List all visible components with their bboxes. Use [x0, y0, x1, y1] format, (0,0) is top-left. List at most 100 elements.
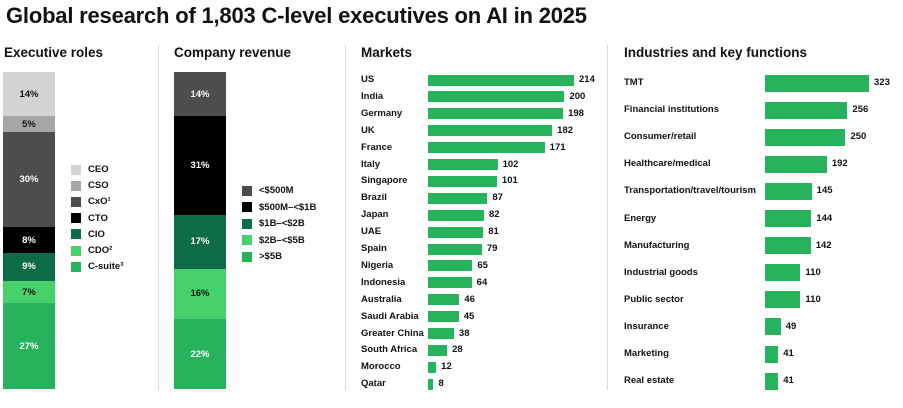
executive-roles-segment-cdo: 7%: [3, 281, 55, 304]
industries-category-label: Energy: [624, 212, 657, 224]
markets-bar-australia: [428, 294, 460, 306]
markets-value-label: 87: [492, 192, 503, 204]
markets-title: Markets: [361, 45, 413, 60]
markets-category-label: India: [361, 90, 384, 102]
industries-value-label: 41: [783, 348, 794, 359]
industries-category-label: TMT: [624, 77, 644, 88]
markets-category-label: Morocco: [361, 361, 401, 373]
executive-roles-segment-cto: 8%: [3, 227, 55, 253]
industries-category-label: Industrial goods: [624, 266, 698, 278]
markets-category-label: Australia: [361, 293, 402, 305]
company-revenue-segment-label: 31%: [190, 160, 210, 171]
executive-roles-segment-cso: 5%: [3, 116, 55, 133]
industries-bar-public-sector: [765, 291, 801, 309]
legend-label: <$500M: [259, 185, 294, 196]
executive-roles-legend-item-cxo: CxO¹: [71, 196, 111, 207]
legend-swatch: [242, 218, 252, 229]
markets-value-label: 171: [549, 141, 566, 153]
industries-value-label: 110: [805, 266, 821, 278]
markets-value-label: 45: [463, 310, 475, 322]
executive-roles-segment-label: 14%: [19, 88, 39, 100]
industries-category-label: Manufacturing: [624, 239, 690, 251]
industries-value-label: 256: [852, 104, 869, 116]
markets-category-label: Brazil: [361, 192, 387, 204]
markets-bar-indonesia: [428, 277, 472, 289]
executive-roles-legend-item-cso: CSO: [71, 180, 109, 191]
markets-value-label: 64: [476, 276, 488, 288]
legend-label: C-suite³: [88, 261, 124, 273]
industries-bar-manufacturing: [765, 237, 811, 255]
markets-value-label: 82: [488, 209, 500, 221]
company-revenue-segment-label: 16%: [190, 288, 210, 300]
legend-swatch: [71, 196, 81, 207]
markets-bar-brazil: [428, 192, 488, 204]
company-revenue-title: Company revenue: [174, 45, 292, 60]
markets-bar-greater-china: [428, 328, 454, 339]
industries-bar-healthcare-medical: [765, 155, 827, 173]
company-revenue-legend: <$500M $500M–<$1B $1B–<$2B $2B–<$5B >$5B: [242, 185, 342, 265]
legend-swatch: [71, 261, 81, 272]
company-revenue-segment-label: 22%: [190, 348, 210, 360]
company-revenue-segment-label: 14%: [190, 88, 210, 100]
executive-roles-legend-item-cdo: CDO²: [71, 245, 112, 256]
executive-roles-segment-label: 30%: [19, 174, 39, 186]
legend-swatch: [71, 245, 81, 256]
company-revenue-legend-item-2b-5b: $2B–<$5B: [242, 235, 305, 246]
legend-swatch: [71, 229, 81, 240]
industries-bar-financial-institutions: [765, 101, 848, 119]
markets-bar-france: [428, 142, 545, 154]
markets-category-label: Qatar: [361, 378, 386, 390]
divider: [345, 45, 346, 390]
markets-value-label: 46: [464, 293, 475, 305]
industries-bar-energy: [765, 210, 812, 227]
industries-value-label: 41: [783, 375, 794, 387]
industries-bar-insurance: [765, 318, 781, 336]
markets-bar-spain: [428, 243, 482, 255]
markets-value-label: 79: [486, 243, 498, 254]
legend-swatch: [242, 185, 252, 196]
executive-roles-segment-label: 27%: [19, 340, 39, 352]
markets-value-label: 102: [502, 158, 519, 170]
company-revenue-legend-item-1b-2b: $1B–<$2B: [242, 218, 305, 229]
legend-label: CDO²: [88, 245, 113, 256]
markets-category-label: Singapore: [361, 175, 408, 187]
legend-label: $1B–<$2B: [259, 218, 305, 229]
markets-value-label: 214: [579, 74, 595, 85]
divider: [158, 45, 159, 390]
markets-category-label: Nigeria: [361, 259, 394, 271]
industries-value-label: 144: [816, 212, 833, 224]
industries-category-label: Insurance: [624, 320, 669, 332]
executive-roles-stacked-bar: 14% 5% 30% 8% 9% 7% 27%: [3, 72, 55, 389]
executive-roles-title: Executive roles: [4, 45, 104, 60]
industries-bar-transportation-travel-tourism: [765, 182, 812, 200]
markets-bar-south-africa: [428, 344, 448, 356]
industries-value-label: 110: [805, 293, 821, 305]
company-revenue-segment-500m: 14%: [174, 72, 226, 117]
markets-bar-uae: [428, 226, 484, 238]
company-revenue-legend-item-5b: >$5B: [242, 251, 282, 262]
industries-category-label: Marketing: [624, 348, 669, 359]
page-title: Global research of 1,803 C-level executi…: [6, 3, 587, 28]
company-revenue-stacked-bar: 14% 31% 17% 16% 22%: [174, 72, 226, 389]
markets-category-label: Greater China: [361, 327, 424, 339]
markets-category-label: Italy: [361, 158, 381, 170]
executive-roles-legend-item-ceo: CEO: [71, 164, 109, 175]
markets-value-label: 8: [438, 378, 444, 390]
markets-bar-qatar: [428, 378, 434, 390]
industries-value-label: 142: [815, 239, 832, 251]
industries-category-label: Financial institutions: [624, 104, 720, 116]
industries-value-label: 250: [850, 131, 867, 143]
legend-label: CSO: [88, 180, 109, 192]
markets-value-label: 28: [452, 344, 463, 356]
industries-value-label: 192: [831, 158, 848, 170]
markets-bar-japan: [428, 209, 484, 221]
executive-roles-legend-item-cio: CIO: [71, 229, 105, 240]
company-revenue-legend-item-500m: <$500M: [242, 185, 294, 196]
executive-roles-segment-cio: 9%: [3, 252, 55, 282]
industries-value-label: 49: [785, 320, 797, 332]
markets-bar-germany: [428, 108, 564, 120]
markets-value-label: 200: [569, 90, 586, 102]
legend-swatch: [71, 213, 81, 224]
markets-category-label: Spain: [361, 243, 387, 254]
industries-title: Industries and key functions: [624, 45, 808, 60]
